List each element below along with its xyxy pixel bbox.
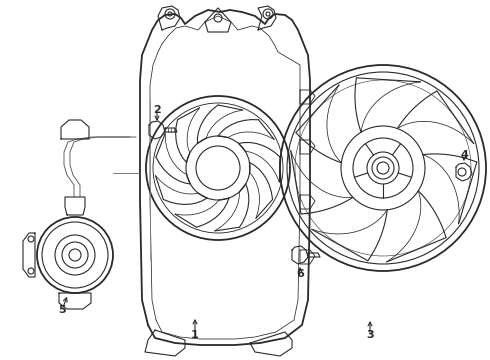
Text: 2: 2 bbox=[153, 105, 161, 115]
Text: 4: 4 bbox=[460, 150, 468, 160]
Text: 5: 5 bbox=[58, 305, 66, 315]
Text: 6: 6 bbox=[296, 269, 304, 279]
Text: 1: 1 bbox=[191, 330, 199, 340]
Text: 3: 3 bbox=[366, 330, 374, 340]
